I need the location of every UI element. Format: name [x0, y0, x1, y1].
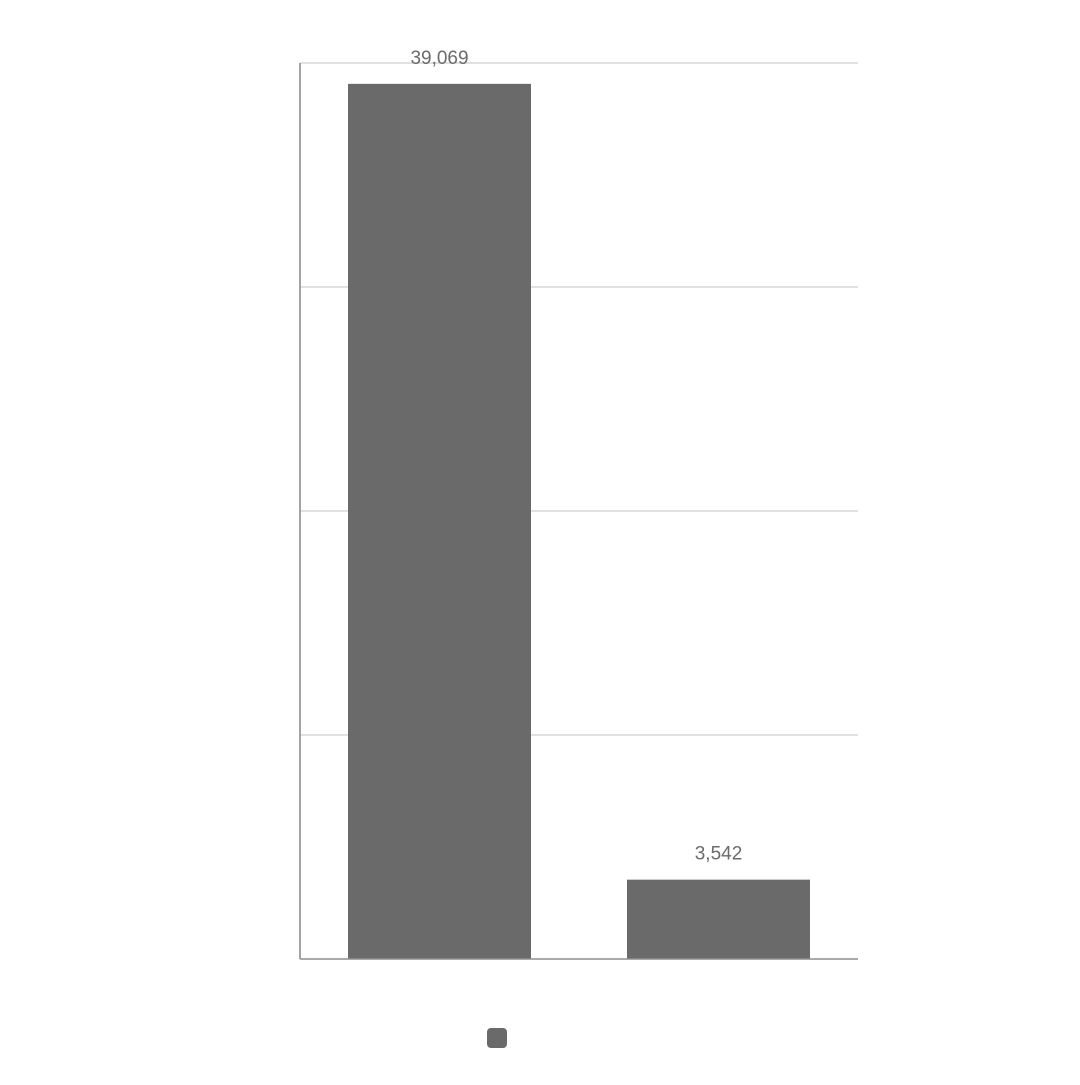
axis-layer	[299, 63, 858, 960]
data-label-layer: 39,069 3,542	[410, 48, 742, 865]
data-label: 3,542	[695, 844, 743, 865]
bar	[627, 879, 810, 959]
legend	[487, 1028, 507, 1048]
bar-layer	[348, 83, 810, 960]
legend-swatch	[487, 1028, 507, 1048]
bar	[348, 83, 531, 960]
data-label: 39,069	[410, 48, 468, 69]
